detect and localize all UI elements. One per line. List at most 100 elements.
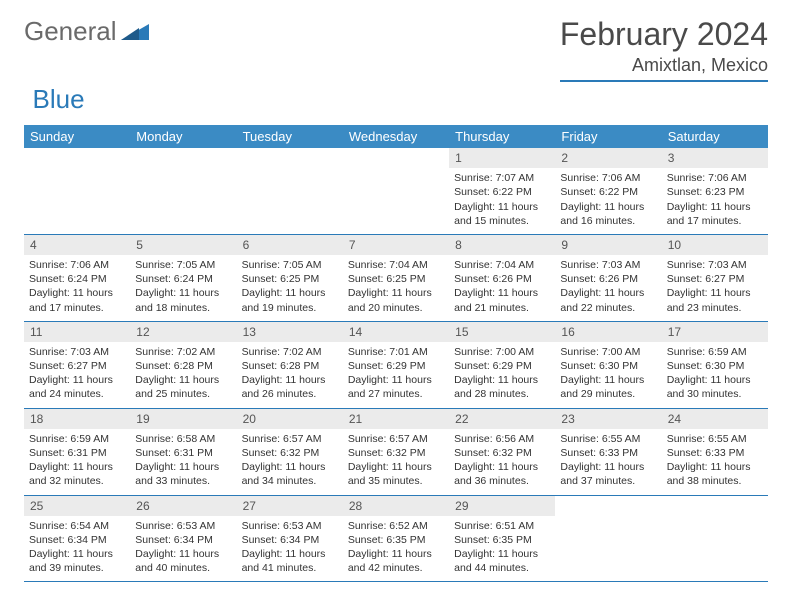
sunrise-text: Sunrise: 6:57 AM xyxy=(348,432,444,446)
sunset-text: Sunset: 6:34 PM xyxy=(29,533,125,547)
day-cell: 19Sunrise: 6:58 AMSunset: 6:31 PMDayligh… xyxy=(130,409,236,495)
day-number: 19 xyxy=(130,409,236,429)
sunrise-text: Sunrise: 7:04 AM xyxy=(454,258,550,272)
day-body: Sunrise: 7:03 AMSunset: 6:26 PMDaylight:… xyxy=(555,255,661,321)
day-body: Sunrise: 6:53 AMSunset: 6:34 PMDaylight:… xyxy=(130,516,236,582)
sunrise-text: Sunrise: 7:01 AM xyxy=(348,345,444,359)
sunset-text: Sunset: 6:35 PM xyxy=(454,533,550,547)
sunset-text: Sunset: 6:33 PM xyxy=(667,446,763,460)
day-body: Sunrise: 6:59 AMSunset: 6:31 PMDaylight:… xyxy=(24,429,130,495)
day-cell: 10Sunrise: 7:03 AMSunset: 6:27 PMDayligh… xyxy=(662,235,768,321)
week-row: 4Sunrise: 7:06 AMSunset: 6:24 PMDaylight… xyxy=(24,235,768,322)
day-number: 2 xyxy=(555,148,661,168)
day-cell: 29Sunrise: 6:51 AMSunset: 6:35 PMDayligh… xyxy=(449,496,555,582)
sunrise-text: Sunrise: 6:53 AM xyxy=(242,519,338,533)
day-body: Sunrise: 6:55 AMSunset: 6:33 PMDaylight:… xyxy=(555,429,661,495)
sunset-text: Sunset: 6:24 PM xyxy=(29,272,125,286)
day-number: 5 xyxy=(130,235,236,255)
sunset-text: Sunset: 6:31 PM xyxy=(29,446,125,460)
day-number: 17 xyxy=(662,322,768,342)
daylight-text: Daylight: 11 hours and 34 minutes. xyxy=(242,460,338,488)
sunrise-text: Sunrise: 7:03 AM xyxy=(29,345,125,359)
day-body: Sunrise: 7:03 AMSunset: 6:27 PMDaylight:… xyxy=(24,342,130,408)
day-body: Sunrise: 7:04 AMSunset: 6:26 PMDaylight:… xyxy=(449,255,555,321)
week-row: 11Sunrise: 7:03 AMSunset: 6:27 PMDayligh… xyxy=(24,322,768,409)
sunrise-text: Sunrise: 7:06 AM xyxy=(667,171,763,185)
sunrise-text: Sunrise: 6:56 AM xyxy=(454,432,550,446)
logo: General xyxy=(24,16,153,47)
day-number: 27 xyxy=(237,496,343,516)
daylight-text: Daylight: 11 hours and 18 minutes. xyxy=(135,286,231,314)
sunset-text: Sunset: 6:27 PM xyxy=(29,359,125,373)
day-cell: 6Sunrise: 7:05 AMSunset: 6:25 PMDaylight… xyxy=(237,235,343,321)
day-body: Sunrise: 7:01 AMSunset: 6:29 PMDaylight:… xyxy=(343,342,449,408)
day-body: Sunrise: 6:55 AMSunset: 6:33 PMDaylight:… xyxy=(662,429,768,495)
weekday-header: Wednesday xyxy=(343,125,449,148)
day-number: 9 xyxy=(555,235,661,255)
day-cell: 18Sunrise: 6:59 AMSunset: 6:31 PMDayligh… xyxy=(24,409,130,495)
day-number: 22 xyxy=(449,409,555,429)
sunrise-text: Sunrise: 7:02 AM xyxy=(242,345,338,359)
daylight-text: Daylight: 11 hours and 35 minutes. xyxy=(348,460,444,488)
sunrise-text: Sunrise: 6:52 AM xyxy=(348,519,444,533)
sunset-text: Sunset: 6:30 PM xyxy=(667,359,763,373)
sunset-text: Sunset: 6:24 PM xyxy=(135,272,231,286)
day-number: 26 xyxy=(130,496,236,516)
day-cell: 20Sunrise: 6:57 AMSunset: 6:32 PMDayligh… xyxy=(237,409,343,495)
day-cell: 1Sunrise: 7:07 AMSunset: 6:22 PMDaylight… xyxy=(449,148,555,234)
daylight-text: Daylight: 11 hours and 30 minutes. xyxy=(667,373,763,401)
daylight-text: Daylight: 11 hours and 22 minutes. xyxy=(560,286,656,314)
day-number: 21 xyxy=(343,409,449,429)
sunrise-text: Sunrise: 7:00 AM xyxy=(454,345,550,359)
sunset-text: Sunset: 6:27 PM xyxy=(667,272,763,286)
day-cell: 7Sunrise: 7:04 AMSunset: 6:25 PMDaylight… xyxy=(343,235,449,321)
sunrise-text: Sunrise: 7:00 AM xyxy=(560,345,656,359)
day-body: Sunrise: 7:05 AMSunset: 6:24 PMDaylight:… xyxy=(130,255,236,321)
day-cell: . xyxy=(555,496,661,582)
sunrise-text: Sunrise: 6:59 AM xyxy=(29,432,125,446)
week-row: 25Sunrise: 6:54 AMSunset: 6:34 PMDayligh… xyxy=(24,496,768,583)
day-cell: 27Sunrise: 6:53 AMSunset: 6:34 PMDayligh… xyxy=(237,496,343,582)
day-cell: 26Sunrise: 6:53 AMSunset: 6:34 PMDayligh… xyxy=(130,496,236,582)
day-number: 11 xyxy=(24,322,130,342)
weekday-row: SundayMondayTuesdayWednesdayThursdayFrid… xyxy=(24,125,768,148)
daylight-text: Daylight: 11 hours and 19 minutes. xyxy=(242,286,338,314)
day-cell: 8Sunrise: 7:04 AMSunset: 6:26 PMDaylight… xyxy=(449,235,555,321)
daylight-text: Daylight: 11 hours and 17 minutes. xyxy=(667,200,763,228)
day-cell: 11Sunrise: 7:03 AMSunset: 6:27 PMDayligh… xyxy=(24,322,130,408)
day-number: 8 xyxy=(449,235,555,255)
sunset-text: Sunset: 6:30 PM xyxy=(560,359,656,373)
daylight-text: Daylight: 11 hours and 29 minutes. xyxy=(560,373,656,401)
location: Amixtlan, Mexico xyxy=(560,55,768,82)
daylight-text: Daylight: 11 hours and 28 minutes. xyxy=(454,373,550,401)
day-body: Sunrise: 7:07 AMSunset: 6:22 PMDaylight:… xyxy=(449,168,555,234)
day-body: Sunrise: 6:54 AMSunset: 6:34 PMDaylight:… xyxy=(24,516,130,582)
day-cell: 14Sunrise: 7:01 AMSunset: 6:29 PMDayligh… xyxy=(343,322,449,408)
sunset-text: Sunset: 6:28 PM xyxy=(135,359,231,373)
day-cell: 9Sunrise: 7:03 AMSunset: 6:26 PMDaylight… xyxy=(555,235,661,321)
sunset-text: Sunset: 6:22 PM xyxy=(560,185,656,199)
sunrise-text: Sunrise: 7:05 AM xyxy=(242,258,338,272)
daylight-text: Daylight: 11 hours and 25 minutes. xyxy=(135,373,231,401)
day-cell: 15Sunrise: 7:00 AMSunset: 6:29 PMDayligh… xyxy=(449,322,555,408)
sunrise-text: Sunrise: 7:03 AM xyxy=(667,258,763,272)
logo-text-blue: Blue xyxy=(33,84,85,115)
day-number: 20 xyxy=(237,409,343,429)
daylight-text: Daylight: 11 hours and 39 minutes. xyxy=(29,547,125,575)
day-cell: 3Sunrise: 7:06 AMSunset: 6:23 PMDaylight… xyxy=(662,148,768,234)
sunrise-text: Sunrise: 7:02 AM xyxy=(135,345,231,359)
weekday-header: Thursday xyxy=(449,125,555,148)
day-cell: . xyxy=(130,148,236,234)
sunrise-text: Sunrise: 6:57 AM xyxy=(242,432,338,446)
day-cell: 24Sunrise: 6:55 AMSunset: 6:33 PMDayligh… xyxy=(662,409,768,495)
day-body: Sunrise: 6:56 AMSunset: 6:32 PMDaylight:… xyxy=(449,429,555,495)
month-title: February 2024 xyxy=(560,16,768,53)
sunset-text: Sunset: 6:22 PM xyxy=(454,185,550,199)
weekday-header: Monday xyxy=(130,125,236,148)
day-body: Sunrise: 7:06 AMSunset: 6:24 PMDaylight:… xyxy=(24,255,130,321)
weekday-header: Saturday xyxy=(662,125,768,148)
day-cell: 13Sunrise: 7:02 AMSunset: 6:28 PMDayligh… xyxy=(237,322,343,408)
day-body: Sunrise: 6:51 AMSunset: 6:35 PMDaylight:… xyxy=(449,516,555,582)
sunrise-text: Sunrise: 6:55 AM xyxy=(560,432,656,446)
day-cell: 5Sunrise: 7:05 AMSunset: 6:24 PMDaylight… xyxy=(130,235,236,321)
